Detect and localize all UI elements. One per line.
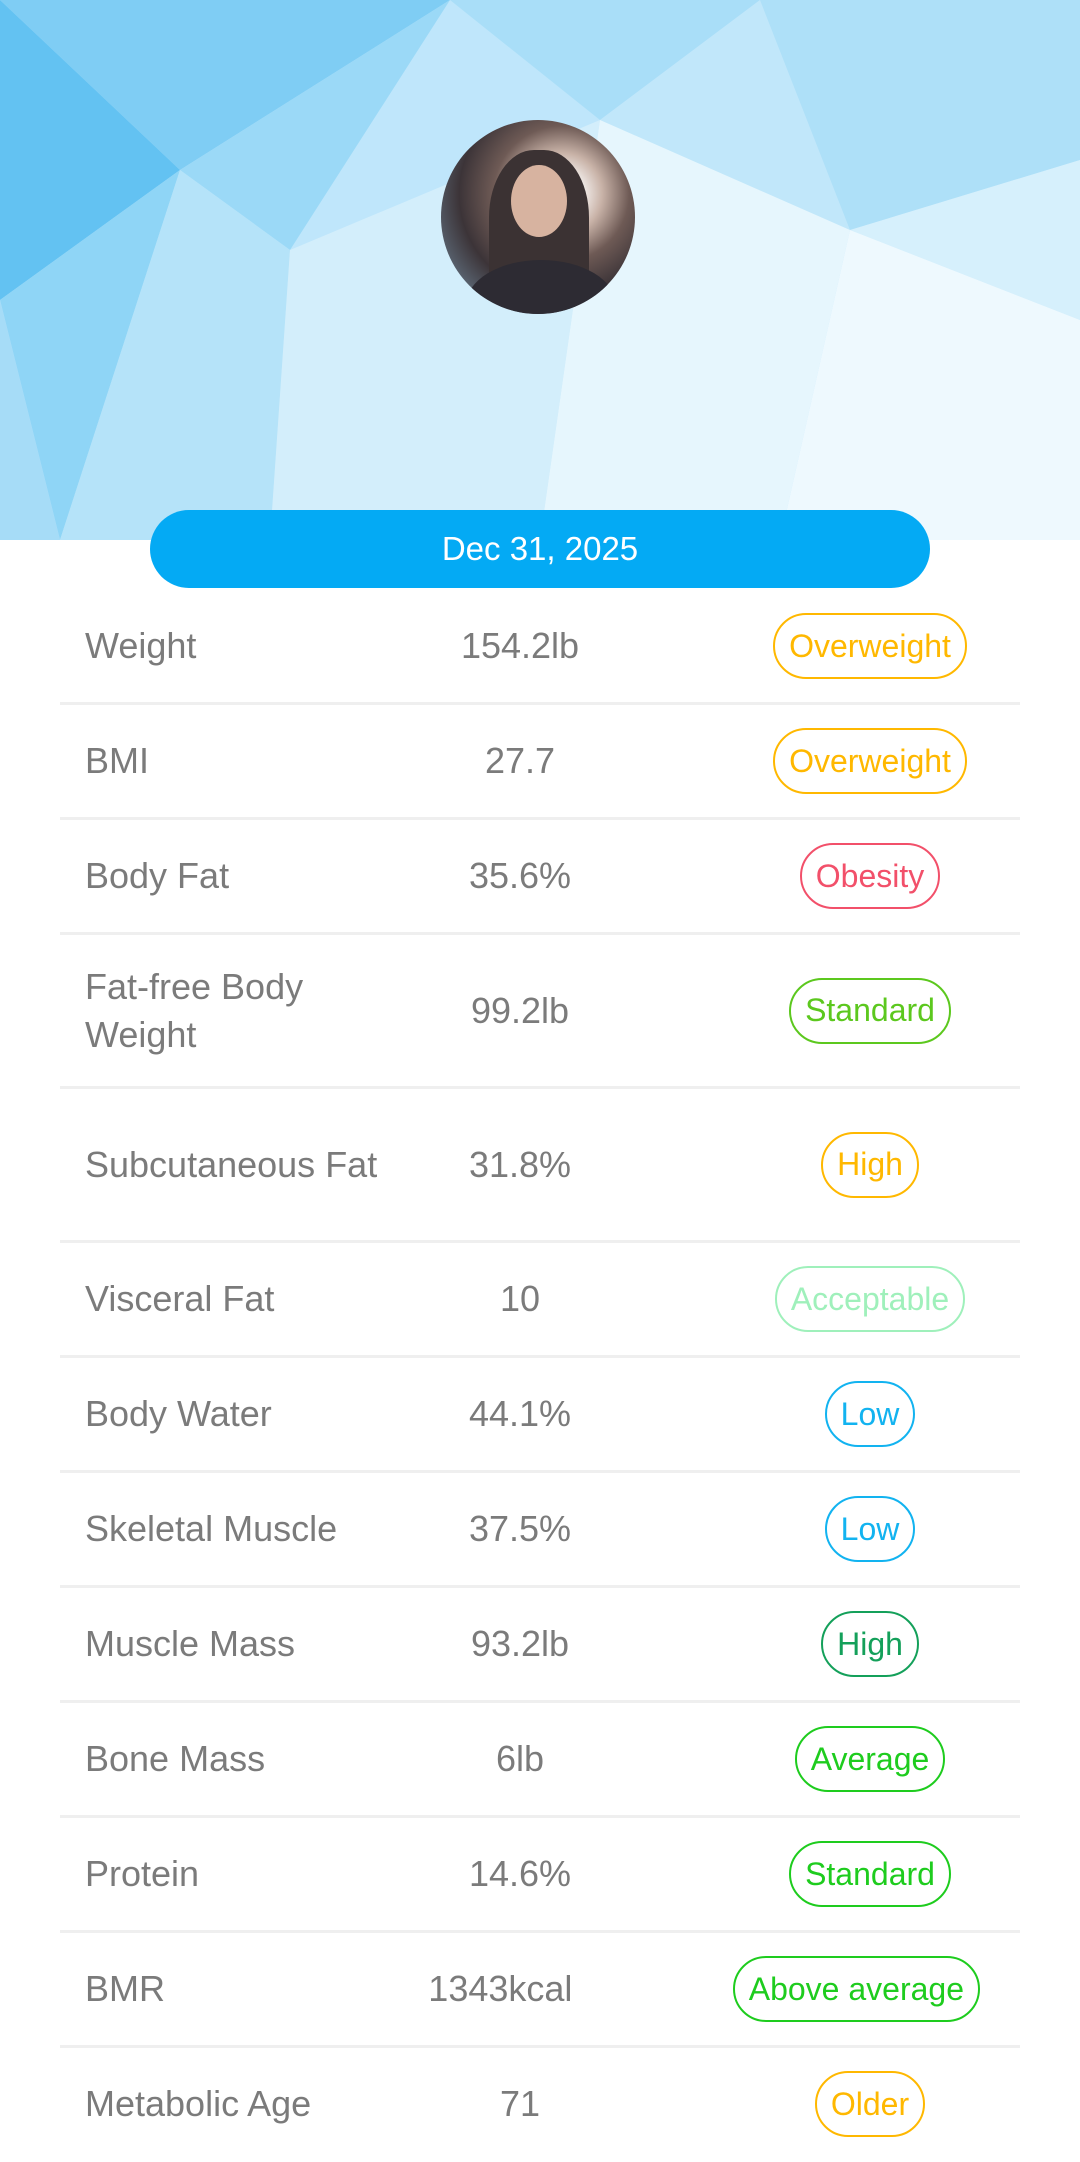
metric-value: 35.6% xyxy=(468,855,572,896)
metric-value: 1343kcal xyxy=(428,1968,573,2009)
metric-row[interactable]: Metabolic Age 71 Older xyxy=(60,2048,1020,2160)
metric-row[interactable]: BMI 27.7 Overweight xyxy=(60,705,1020,820)
status-badge: Older xyxy=(814,2071,926,2137)
metric-value: 10 xyxy=(499,1278,541,1319)
metric-value: 27.7 xyxy=(484,740,556,781)
status-badge: Obesity xyxy=(799,843,941,909)
metric-value: 6lb xyxy=(495,1738,545,1779)
metric-label: Skeletal Muscle xyxy=(85,1508,338,1549)
metric-row[interactable]: Skeletal Muscle 37.5% Low xyxy=(60,1473,1020,1588)
metric-row[interactable]: Body Water 44.1% Low xyxy=(60,1358,1020,1473)
status-badge: Low xyxy=(824,1381,916,1447)
metric-value: 14.6% xyxy=(468,1853,572,1894)
metric-row[interactable]: Muscle Mass 93.2lb High xyxy=(60,1588,1020,1703)
metric-label: BMI xyxy=(85,740,150,781)
metric-row[interactable]: Protein 14.6% Standard xyxy=(60,1818,1020,1933)
metric-row[interactable]: BMR 1343kcal Above average xyxy=(60,1933,1020,2048)
metric-value: 99.2lb xyxy=(470,989,570,1031)
status-badge: Standard xyxy=(789,977,951,1044)
metric-label: Body Water xyxy=(85,1393,272,1434)
metric-label: Protein xyxy=(85,1853,200,1894)
metric-value: 93.2lb xyxy=(470,1623,570,1664)
status-badge: Standard xyxy=(789,1841,951,1907)
metric-label: Bone Mass xyxy=(85,1738,266,1779)
metric-label: Subcutaneous Fat xyxy=(85,1143,378,1185)
polygon-background xyxy=(0,0,1080,540)
metric-label: Muscle Mass xyxy=(85,1623,296,1664)
metric-row[interactable]: Weight 154.2lb Overweight xyxy=(60,590,1020,705)
metric-label: Visceral Fat xyxy=(85,1278,275,1319)
date-selector-button[interactable]: Dec 31, 2025 xyxy=(150,510,930,588)
metric-label: Weight xyxy=(85,625,197,666)
metric-row[interactable]: Bone Mass 6lb Average xyxy=(60,1703,1020,1818)
metric-value: 154.2lb xyxy=(460,625,580,666)
metric-value: 44.1% xyxy=(468,1393,572,1434)
metric-row[interactable]: Subcutaneous Fat 31.8% High xyxy=(60,1089,1020,1243)
metric-row[interactable]: Body Fat 35.6% Obesity xyxy=(60,820,1020,935)
metric-label: Body Fat xyxy=(85,855,230,896)
status-badge: Average xyxy=(794,1726,946,1792)
status-badge: Acceptable xyxy=(774,1266,966,1332)
status-badge: High xyxy=(821,1611,919,1677)
metric-row[interactable]: Fat-free Body Weight 99.2lb Standard xyxy=(60,935,1020,1089)
status-badge: High xyxy=(821,1131,919,1198)
status-badge: Above average xyxy=(732,1956,980,2022)
status-badge: Overweight xyxy=(773,613,967,679)
status-badge: Low xyxy=(824,1496,916,1562)
metric-label: Fat-free Body Weight xyxy=(85,965,304,1055)
metric-value: 71 xyxy=(499,2083,541,2124)
metric-value: 31.8% xyxy=(468,1143,572,1185)
status-badge: Overweight xyxy=(773,728,967,794)
metric-row[interactable]: Visceral Fat 10 Acceptable xyxy=(60,1243,1020,1358)
avatar[interactable] xyxy=(441,120,635,314)
metric-value: 37.5% xyxy=(468,1508,572,1549)
metric-label: Metabolic Age xyxy=(85,2083,312,2124)
metrics-table: Weight 154.2lb Overweight BMI 27.7 Overweight… xyxy=(60,590,1020,2160)
profile-header xyxy=(0,0,1080,540)
metric-label: BMR xyxy=(85,1968,165,2009)
